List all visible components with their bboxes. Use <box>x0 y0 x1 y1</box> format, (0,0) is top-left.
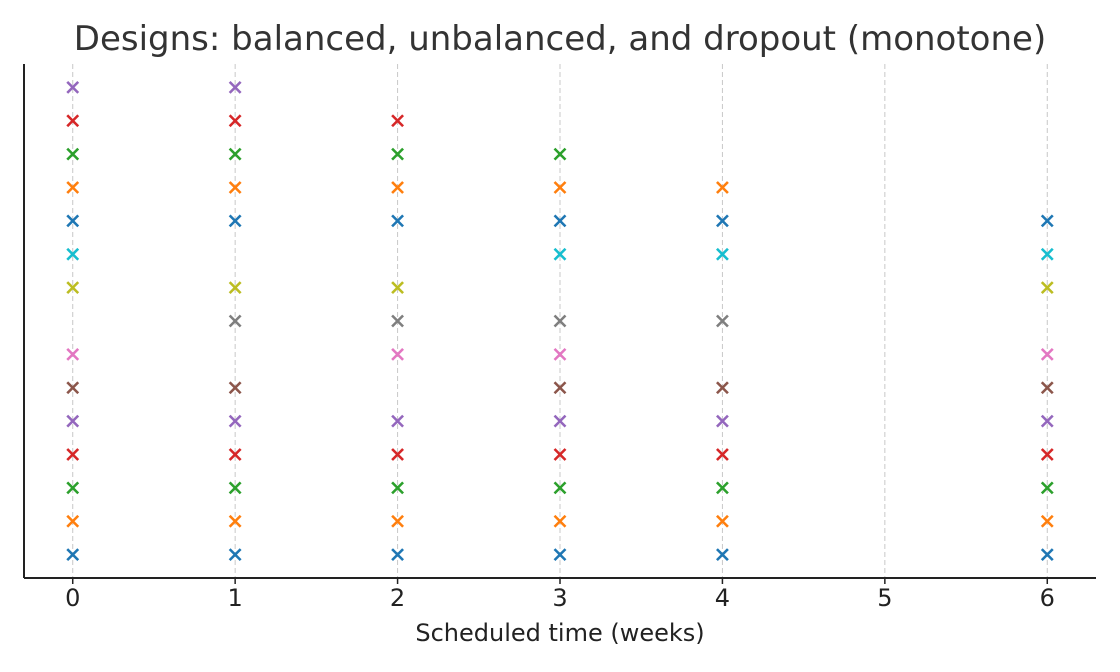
data-point-row-12-x-1 <box>228 147 242 161</box>
x-axis-ticks: 0 1 2 3 4 5 6 <box>65 578 1055 612</box>
data-point-row-7-x-4 <box>716 314 729 328</box>
data-point-row-9-x-4 <box>716 247 729 261</box>
data-point-row-11-x-3 <box>553 181 567 194</box>
data-point-row-2-x-1 <box>228 481 242 495</box>
data-point-row-10-x-3 <box>553 214 567 228</box>
data-point-row-2-x-4 <box>716 481 729 495</box>
x-tick-label-3: 3 <box>552 584 567 612</box>
data-point-row-11-x-0 <box>66 181 80 194</box>
data-point-row-8-x-0 <box>66 281 80 295</box>
data-point-row-5-x-3 <box>553 381 567 395</box>
data-point-row-8-x-2 <box>391 281 404 295</box>
data-point-row-1-x-4 <box>716 514 729 528</box>
data-point-row-2-x-3 <box>553 481 567 495</box>
data-point-row-13-x-2 <box>391 114 404 128</box>
data-point-row-6-x-0 <box>66 347 80 361</box>
data-point-row-8-x-1 <box>228 281 242 295</box>
x-tick-label-1: 1 <box>228 584 243 612</box>
data-point-row-11-x-2 <box>391 181 404 194</box>
data-point-row-5-x-1 <box>228 381 242 395</box>
data-point-row-9-x-0 <box>66 247 80 261</box>
x-tick-label-2: 2 <box>390 584 405 612</box>
data-point-row-7-x-3 <box>553 314 567 328</box>
data-point-row-12-x-0 <box>66 147 80 161</box>
data-point-row-9-x-6 <box>1040 247 1054 261</box>
data-point-row-3-x-2 <box>391 448 404 461</box>
x-tick-label-6: 6 <box>1040 584 1055 612</box>
data-point-row-7-x-2 <box>391 314 404 328</box>
data-point-row-2-x-0 <box>66 481 80 495</box>
data-point-row-10-x-0 <box>66 214 80 228</box>
x-tick-label-0: 0 <box>65 584 80 612</box>
data-point-row-13-x-1 <box>228 114 242 128</box>
chart-title: Designs: balanced, unbalanced, and dropo… <box>74 19 1046 59</box>
data-point-row-4-x-2 <box>391 414 404 428</box>
data-point-row-0-x-6 <box>1040 548 1054 562</box>
data-point-row-1-x-1 <box>228 514 242 528</box>
data-point-row-5-x-4 <box>716 381 729 395</box>
data-point-row-6-x-6 <box>1040 347 1054 361</box>
data-point-row-1-x-2 <box>391 514 404 528</box>
data-point-row-14-x-0 <box>66 80 80 94</box>
data-point-row-4-x-1 <box>228 414 242 428</box>
data-point-row-6-x-2 <box>391 347 404 361</box>
data-markers <box>66 80 1054 562</box>
data-point-row-9-x-3 <box>553 247 567 261</box>
data-point-row-1-x-3 <box>553 514 567 528</box>
data-point-row-13-x-0 <box>66 114 80 128</box>
data-point-row-3-x-6 <box>1040 448 1054 461</box>
data-point-row-14-x-1 <box>228 80 242 94</box>
data-point-row-11-x-4 <box>716 181 729 194</box>
data-point-row-5-x-6 <box>1040 381 1054 395</box>
data-point-row-4-x-6 <box>1040 414 1054 428</box>
data-point-row-6-x-3 <box>553 347 567 361</box>
data-point-row-10-x-6 <box>1040 214 1054 228</box>
data-point-row-0-x-3 <box>553 548 567 562</box>
data-point-row-4-x-3 <box>553 414 567 428</box>
data-point-row-0-x-2 <box>391 548 404 562</box>
data-point-row-7-x-1 <box>228 314 242 328</box>
data-point-row-1-x-6 <box>1040 514 1054 528</box>
data-point-row-8-x-6 <box>1040 281 1054 295</box>
data-point-row-0-x-0 <box>66 548 80 562</box>
x-tick-label-5: 5 <box>877 584 892 612</box>
data-point-row-2-x-6 <box>1040 481 1054 495</box>
data-point-row-3-x-3 <box>553 448 567 461</box>
x-tick-label-4: 4 <box>715 584 730 612</box>
data-point-row-3-x-4 <box>716 448 729 461</box>
data-point-row-5-x-0 <box>66 381 80 395</box>
data-point-row-4-x-0 <box>66 414 80 428</box>
data-point-row-0-x-1 <box>228 548 242 562</box>
data-point-row-11-x-1 <box>228 181 242 194</box>
data-point-row-0-x-4 <box>716 548 729 562</box>
data-point-row-3-x-0 <box>66 448 80 461</box>
data-point-row-1-x-0 <box>66 514 80 528</box>
data-point-row-10-x-2 <box>391 214 404 228</box>
data-point-row-12-x-3 <box>553 147 567 161</box>
data-point-row-12-x-2 <box>391 147 404 161</box>
data-point-row-4-x-4 <box>716 414 729 428</box>
data-point-row-3-x-1 <box>228 448 242 461</box>
data-point-row-10-x-1 <box>228 214 242 228</box>
x-axis-label: Scheduled time (weeks) <box>415 619 704 647</box>
data-point-row-2-x-2 <box>391 481 404 495</box>
data-point-row-10-x-4 <box>716 214 729 228</box>
